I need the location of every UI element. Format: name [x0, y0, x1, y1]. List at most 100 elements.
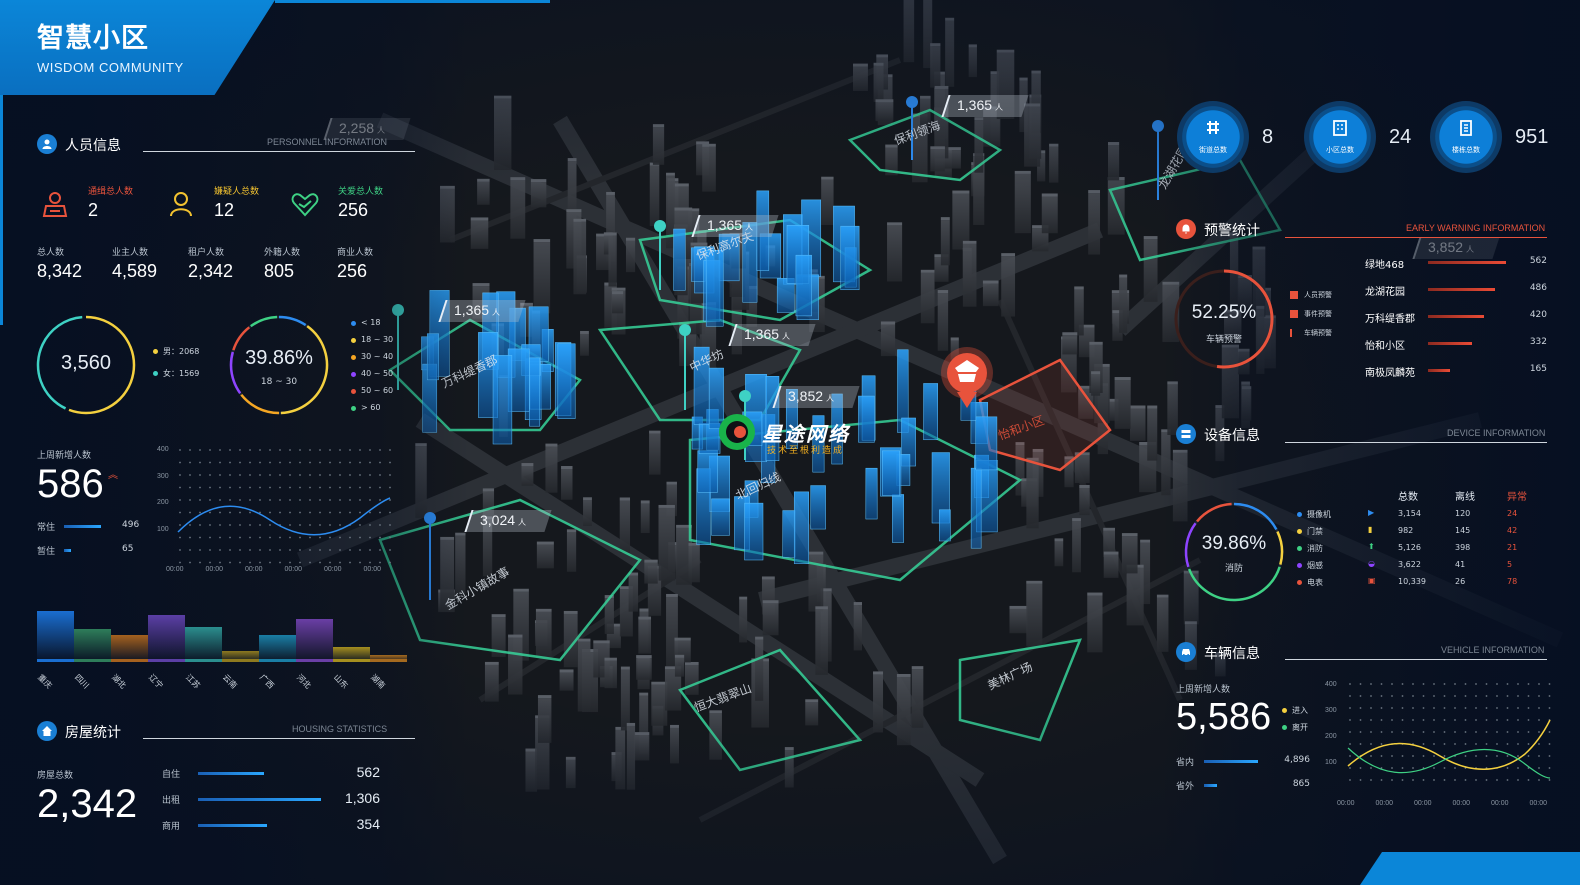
device-dot: [1297, 546, 1302, 551]
grid-dot: [199, 449, 201, 451]
building-roof: [996, 49, 1015, 53]
grid-dot: [329, 511, 331, 514]
grid-dot: [189, 499, 191, 501]
building-roof: [455, 532, 466, 536]
grid-dot: [1506, 767, 1509, 769]
grid-dot: [1527, 695, 1530, 697]
highlight-building: [793, 491, 809, 564]
building-block: [853, 605, 862, 651]
building-roof: [1074, 286, 1084, 290]
personnel-line-chart[interactable]: [150, 440, 400, 580]
building-roof: [873, 62, 884, 66]
grid-dot: [179, 524, 181, 526]
personnel-icon: [37, 134, 57, 154]
grid-dot: [1443, 719, 1446, 721]
grid-dot: [1443, 779, 1446, 781]
age-ring[interactable]: [228, 314, 330, 416]
province-bar[interactable]: [185, 627, 222, 662]
warning-ring[interactable]: [1172, 267, 1276, 371]
grid-dot: [389, 486, 391, 489]
province-bar[interactable]: [148, 615, 185, 662]
province-bar[interactable]: [37, 611, 74, 662]
grid-dot: [379, 511, 381, 514]
x-tick: 00:00: [1452, 800, 1471, 807]
province-bar-cap: [333, 659, 370, 662]
building-block: [1114, 380, 1131, 429]
warning-bar: [1428, 261, 1506, 264]
vehicle-new-label: 上周新增人数: [1176, 685, 1231, 695]
housing-row-bar: [198, 772, 264, 775]
grid-dot: [249, 499, 251, 501]
building-block: [873, 65, 884, 103]
province-bar[interactable]: [259, 635, 296, 662]
grid-dot: [229, 549, 231, 551]
warning-bar: [1428, 369, 1450, 372]
device-abnormal: 42: [1507, 526, 1518, 535]
grid-dot: [1454, 743, 1456, 745]
community-badge[interactable]: 小区总数: [1304, 101, 1376, 173]
grid-dot: [249, 536, 251, 539]
building-roof: [934, 85, 949, 89]
building-block: [620, 669, 630, 731]
device-ring[interactable]: [1182, 500, 1286, 604]
grid-dot: [379, 474, 381, 476]
grid-dot: [189, 461, 191, 464]
grid-dot: [309, 449, 311, 451]
building-badge[interactable]: 楼栋总数: [1430, 101, 1502, 173]
vehicle-legend-label: 离开: [1292, 723, 1308, 732]
grid-dot: [249, 486, 251, 489]
province-bar[interactable]: [74, 629, 111, 662]
building-roof: [1172, 449, 1188, 453]
building-block: [535, 611, 552, 657]
province-bar-cap: [185, 659, 222, 662]
y-tick: 200: [157, 499, 169, 506]
watermark-brand: 星途网络: [762, 422, 850, 446]
building-roof: [1140, 539, 1151, 543]
building-block: [1241, 389, 1252, 421]
grid-dot: [329, 561, 331, 564]
street-icon: [1204, 119, 1222, 142]
grid-dot: [1349, 707, 1351, 709]
vehicle-in-line: [1347, 719, 1551, 770]
building-block: [911, 669, 924, 728]
grid-dot: [1538, 755, 1540, 757]
grid-dot: [229, 536, 231, 539]
vehicle-line-chart[interactable]: [1340, 678, 1555, 796]
building-roof: [510, 177, 526, 181]
province-bar[interactable]: [296, 619, 333, 662]
building-block: [644, 562, 658, 584]
grid-dot: [1433, 731, 1435, 733]
building-block: [615, 729, 626, 790]
grid-dot: [329, 461, 331, 464]
building-roof: [896, 673, 911, 677]
grid-dot: [309, 499, 311, 501]
province-bar[interactable]: [370, 655, 407, 662]
province-bar[interactable]: [111, 635, 148, 662]
building-roof: [1156, 594, 1169, 598]
province-bar[interactable]: [222, 651, 259, 662]
highlight-building: [557, 343, 576, 419]
gender-ring[interactable]: [35, 314, 137, 416]
grid-dot: [1359, 767, 1362, 769]
grid-dot: [1370, 719, 1372, 721]
building-roof: [563, 610, 578, 614]
grid-dot: [179, 499, 181, 501]
grid-dot: [209, 449, 211, 451]
grid-dot: [1485, 719, 1488, 721]
building-block: [1107, 145, 1120, 181]
grid-dot: [199, 561, 201, 564]
building-block: [530, 182, 547, 208]
grid-dot: [229, 499, 231, 501]
age-legend-label: 18 ~ 30: [361, 335, 394, 344]
street-badge[interactable]: 街道总数: [1177, 101, 1249, 173]
grid-dot: [249, 549, 251, 551]
province-bar[interactable]: [333, 647, 370, 662]
grid-dot: [1464, 707, 1467, 709]
device-name: 消防: [1307, 544, 1323, 553]
building-roof: [952, 190, 970, 194]
building-roof: [1130, 405, 1146, 409]
grid-dot: [1349, 779, 1351, 781]
building-block: [634, 735, 650, 761]
grid-dot: [1506, 743, 1509, 745]
grid-dot: [1433, 683, 1435, 685]
